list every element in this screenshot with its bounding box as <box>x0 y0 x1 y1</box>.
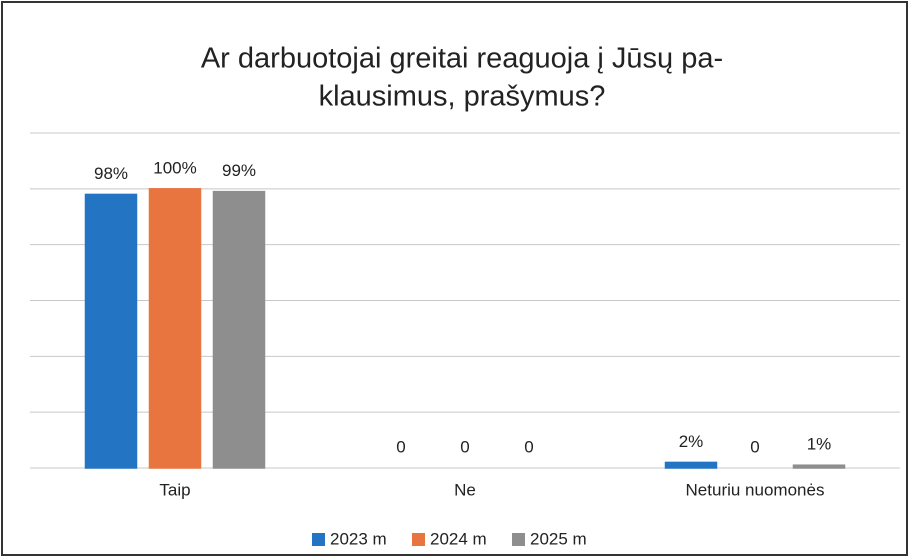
x-tick-label: Neturiu nuomonės <box>686 480 825 499</box>
data-label: 98% <box>94 164 128 183</box>
legend-swatch <box>412 533 425 546</box>
data-label: 0 <box>524 437 533 456</box>
legend-label: 2025 m <box>530 529 587 548</box>
data-label: 2% <box>679 432 704 451</box>
legend-label: 2023 m <box>330 529 387 548</box>
chart-title: Ar darbuotojai greitai reaguoja į Jūsų p… <box>201 43 723 75</box>
chart-title: klausimus, prašymus? <box>319 81 606 113</box>
x-tick-label: Taip <box>159 480 190 499</box>
legend-label: 2024 m <box>430 529 487 548</box>
bar <box>792 464 846 469</box>
data-label: 1% <box>807 435 832 454</box>
data-label: 99% <box>222 161 256 180</box>
bar <box>212 190 266 469</box>
x-tick-label: Ne <box>454 480 476 499</box>
bar <box>148 188 202 469</box>
legend-swatch <box>312 533 325 546</box>
data-label: 0 <box>460 437 469 456</box>
legend-swatch <box>512 533 525 546</box>
data-label: 0 <box>750 437 759 456</box>
bar <box>664 461 718 469</box>
data-label: 0 <box>396 437 405 456</box>
bar <box>84 193 138 469</box>
data-label: 100% <box>153 158 196 177</box>
